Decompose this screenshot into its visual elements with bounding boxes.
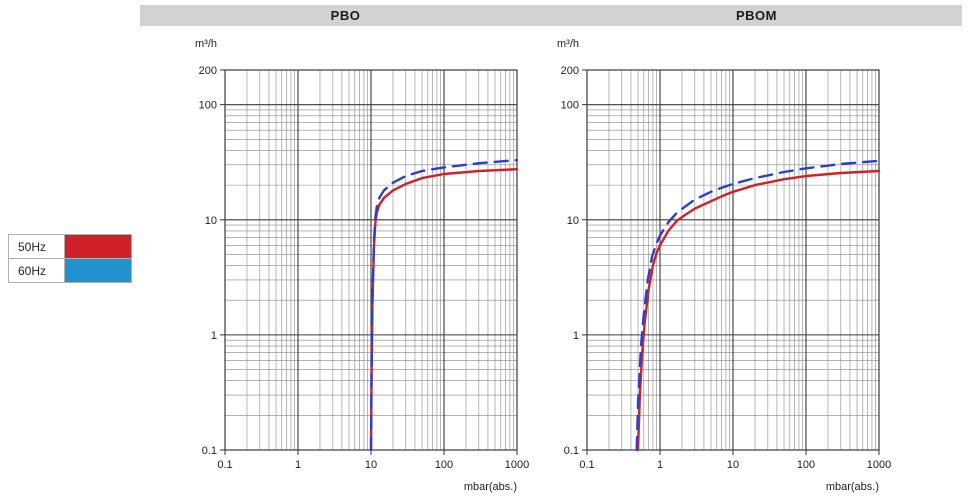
chart-pbo: 200 100 10 1 0.1 0.1 1 10 100 1000 m³/h mbar(abs.) (178, 33, 530, 500)
legend-label-60hz: 60Hz (9, 259, 65, 282)
y-tick-label: 200 (199, 65, 217, 77)
chart-svg-pbom: 200 100 10 1 0.10.1 1 10 100 1000 m³/h mbar(abs.) (557, 38, 891, 493)
x-tick-label: 1000 (505, 459, 529, 471)
x-tick-label: 0.1 (579, 459, 594, 471)
chart-svg-pbo: 200 100 10 1 0.10.1 1 10 100 1000 m³/h mbar(abs.) (195, 38, 529, 493)
legend-row-50hz: 50Hz (9, 235, 131, 258)
legend-swatch-50hz (65, 235, 131, 258)
y-axis-unit: m³/h (557, 38, 579, 50)
y-tick-label: 10 (205, 215, 217, 227)
legend-row-60hz: 60Hz (9, 258, 131, 282)
x-tick-label: 10 (727, 459, 739, 471)
legend-label-50hz: 50Hz (9, 235, 65, 258)
chart-title-pbom: PBOM (736, 8, 777, 23)
y-tick-label: 100 (199, 100, 217, 112)
chart-pbom: 200 100 10 1 0.1 0.1 1 10 100 1000 m³/h mbar(abs.) (540, 33, 892, 500)
x-axis-unit: mbar(abs.) (826, 481, 879, 493)
x-tick-label: 100 (797, 459, 815, 471)
curve-60hz (635, 159, 881, 452)
x-tick-label: 1 (657, 459, 663, 471)
x-tick-label: 1 (295, 459, 301, 471)
legend-swatch-60hz (65, 259, 131, 282)
y-axis-unit: m³/h (195, 38, 217, 50)
grid (225, 70, 517, 450)
x-tick-label: 1000 (867, 459, 891, 471)
x-tick-label: 100 (435, 459, 453, 471)
y-tick-label: 10 (567, 215, 579, 227)
y-tick-label: 200 (561, 65, 579, 77)
grid (587, 70, 879, 450)
curve-60hz (369, 158, 519, 452)
y-tick-label: 1 (211, 330, 217, 342)
x-tick-label: 0.1 (217, 459, 232, 471)
legend: 50Hz 60Hz (8, 234, 132, 283)
y-tick-label: 1 (573, 330, 579, 342)
x-axis-unit: mbar(abs.) (464, 481, 517, 493)
y-tick-label: 100 (561, 100, 579, 112)
y-tick-label: 0.1 (202, 445, 217, 457)
y-tick-label: 0.1 (564, 445, 579, 457)
chart-title-pbo: PBO (330, 8, 361, 23)
curve-50hz (636, 169, 881, 452)
header-bar: PBO PBOM (140, 5, 962, 26)
x-tick-label: 10 (365, 459, 377, 471)
